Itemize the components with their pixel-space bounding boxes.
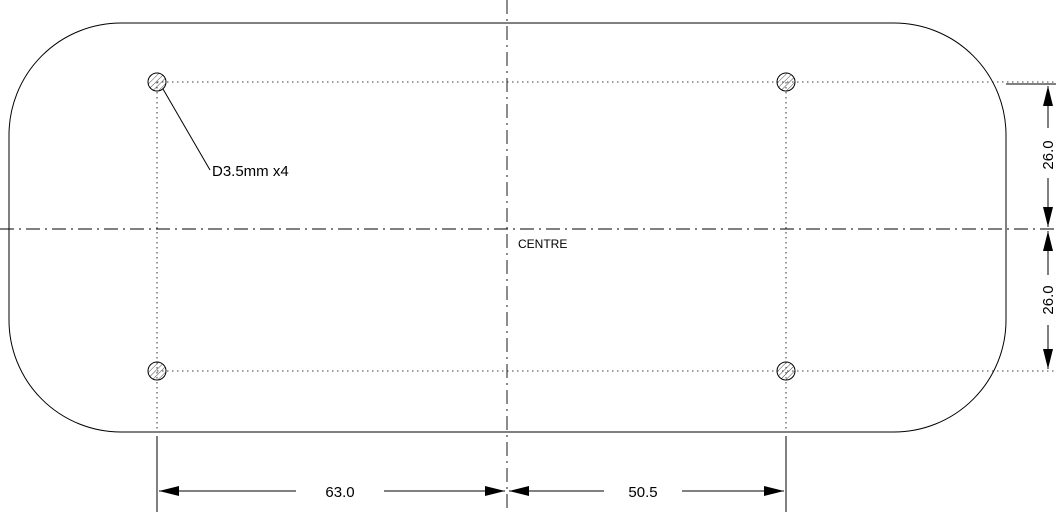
hole-bottom-right: [776, 361, 796, 381]
dim-right-label: 50.5: [628, 484, 657, 501]
hole-callout-label: D3.5mm x4: [212, 163, 289, 180]
hole-callout-leader: [162, 88, 211, 171]
hole-top-left: [147, 72, 167, 92]
dim-top-label: 26.0: [1040, 140, 1056, 169]
hole-bottom-left: [147, 361, 167, 381]
plate-outline: [8, 22, 1007, 433]
dim-bottom-label: 26.0: [1040, 285, 1056, 314]
hole-top-right: [776, 72, 796, 92]
centre-label: CENTRE: [518, 237, 567, 251]
dim-left-label: 63.0: [325, 484, 354, 501]
